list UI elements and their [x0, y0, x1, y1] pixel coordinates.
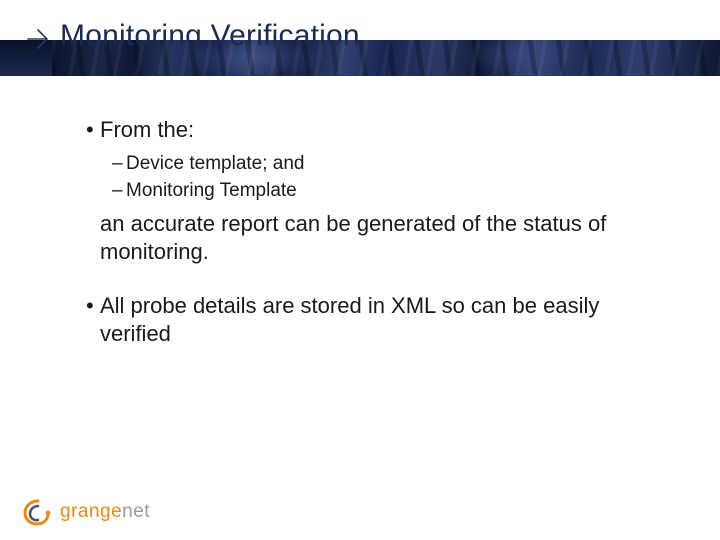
bullet-level2: Device template; and	[112, 152, 666, 177]
bullet-level1: From the:	[86, 116, 666, 144]
content-area: From the: Device template; and Monitorin…	[86, 116, 666, 356]
footer-logo: grangenet	[22, 498, 150, 526]
grangenet-swirl-icon	[22, 498, 54, 526]
bullet-level1: All probe details are stored in XML so c…	[86, 292, 666, 348]
bullet-continuation: an accurate report can be generated of t…	[86, 210, 666, 266]
spacer	[86, 266, 666, 292]
logo-text-grey: net	[122, 501, 150, 522]
logo-wordmark: grangenet	[60, 501, 150, 523]
bullet-level2: Monitoring Template	[112, 179, 666, 204]
slide-title: Monitoring Verification	[60, 19, 360, 53]
arrow-right-icon	[24, 24, 54, 54]
slide: Monitoring Verification From the: Device…	[0, 0, 720, 540]
logo-text-orange: grange	[60, 501, 122, 522]
